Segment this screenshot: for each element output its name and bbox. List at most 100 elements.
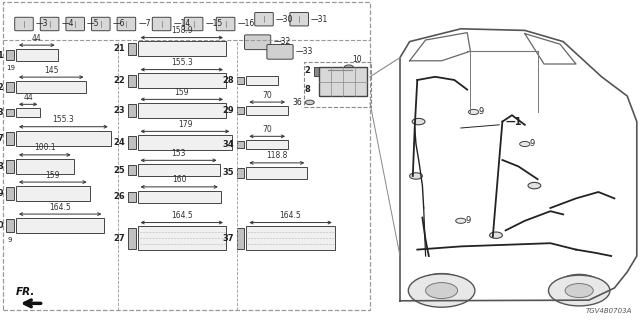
Text: —33: —33: [296, 47, 313, 56]
Text: 18: 18: [0, 162, 4, 171]
Bar: [128, 192, 136, 202]
Bar: [16, 131, 111, 146]
FancyBboxPatch shape: [290, 12, 308, 26]
Text: 26: 26: [114, 192, 125, 201]
Text: 118.8: 118.8: [266, 151, 287, 160]
Bar: [16, 81, 86, 93]
Circle shape: [412, 118, 425, 125]
Bar: [138, 73, 226, 88]
Text: 159: 159: [175, 88, 189, 97]
Bar: [246, 76, 278, 85]
Circle shape: [490, 232, 502, 238]
FancyBboxPatch shape: [314, 67, 328, 76]
FancyBboxPatch shape: [267, 44, 293, 59]
Bar: [128, 228, 136, 249]
Text: 164.5: 164.5: [171, 211, 193, 220]
Bar: [138, 227, 226, 250]
Text: 164.5: 164.5: [280, 211, 301, 220]
Text: 9: 9: [479, 108, 484, 116]
Bar: [128, 136, 136, 148]
Bar: [128, 75, 136, 87]
Text: 10: 10: [352, 55, 362, 64]
FancyBboxPatch shape: [117, 17, 136, 31]
Bar: [6, 160, 14, 173]
FancyBboxPatch shape: [40, 17, 59, 31]
Circle shape: [468, 109, 479, 115]
FancyBboxPatch shape: [92, 17, 110, 31]
Bar: [128, 104, 136, 116]
Bar: [128, 165, 136, 175]
Text: 35: 35: [223, 168, 234, 177]
Bar: [6, 219, 14, 232]
Text: 29: 29: [223, 106, 234, 115]
Text: FR.: FR.: [16, 287, 35, 297]
Text: —1: —1: [506, 116, 522, 127]
Text: 145: 145: [44, 66, 58, 75]
Bar: [128, 43, 136, 55]
Text: 179: 179: [178, 120, 192, 129]
Text: 44: 44: [32, 34, 42, 43]
Text: 70: 70: [262, 91, 272, 100]
Text: 20: 20: [0, 221, 4, 230]
Text: —5: —5: [87, 20, 100, 28]
Bar: [237, 141, 244, 148]
Text: 37: 37: [223, 234, 234, 243]
Text: 9: 9: [8, 237, 13, 243]
Circle shape: [410, 173, 422, 179]
Text: 28: 28: [223, 76, 234, 85]
Text: 9: 9: [466, 216, 471, 225]
Bar: [304, 62, 371, 107]
Bar: [138, 41, 226, 56]
Text: 19: 19: [0, 189, 4, 198]
Text: 24: 24: [114, 138, 125, 147]
Text: 8: 8: [304, 85, 310, 94]
Text: —30: —30: [276, 15, 293, 24]
Text: —6: —6: [113, 20, 125, 28]
Bar: [16, 186, 90, 201]
Circle shape: [426, 283, 458, 299]
Text: 27: 27: [114, 234, 125, 243]
Text: 155.3: 155.3: [171, 58, 193, 67]
FancyBboxPatch shape: [152, 17, 171, 31]
Bar: [138, 191, 221, 203]
Bar: [138, 103, 226, 117]
Bar: [16, 218, 104, 233]
Bar: [237, 107, 244, 114]
Text: 44: 44: [23, 93, 33, 102]
Text: 2: 2: [305, 66, 310, 75]
FancyBboxPatch shape: [244, 35, 271, 50]
Bar: [246, 106, 288, 115]
Bar: [246, 140, 288, 149]
Text: 13: 13: [0, 108, 4, 117]
Text: —32: —32: [273, 37, 291, 46]
Bar: [138, 164, 220, 176]
Text: 17: 17: [0, 134, 4, 143]
Bar: [237, 168, 244, 178]
Bar: [6, 187, 14, 200]
FancyBboxPatch shape: [255, 12, 273, 26]
Text: TGV4B0703A: TGV4B0703A: [586, 308, 632, 314]
Text: —15: —15: [205, 20, 223, 28]
Circle shape: [565, 284, 593, 298]
Bar: [246, 167, 307, 179]
Circle shape: [528, 182, 541, 189]
FancyBboxPatch shape: [66, 17, 84, 31]
Circle shape: [305, 100, 314, 105]
Text: 19: 19: [6, 65, 15, 71]
Text: —3: —3: [36, 20, 49, 28]
Text: 36: 36: [292, 98, 302, 107]
Circle shape: [456, 218, 466, 223]
Bar: [16, 49, 58, 61]
Text: 11: 11: [0, 51, 4, 60]
Circle shape: [344, 65, 353, 69]
Bar: [246, 227, 335, 250]
Text: 25: 25: [114, 166, 125, 175]
Text: 9: 9: [530, 140, 535, 148]
Circle shape: [520, 141, 530, 147]
Bar: [6, 109, 14, 116]
FancyBboxPatch shape: [216, 17, 235, 31]
FancyBboxPatch shape: [15, 17, 33, 31]
Bar: [319, 67, 367, 96]
Text: 70: 70: [262, 125, 272, 134]
Text: 155.3: 155.3: [52, 115, 74, 124]
